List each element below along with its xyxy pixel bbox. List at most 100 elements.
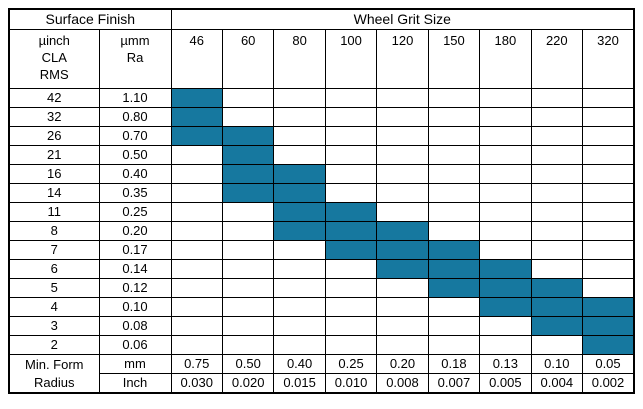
grit-cell-320-6 <box>582 259 635 279</box>
grit-cell-46-7 <box>170 240 223 260</box>
grit-cell-80-16 <box>273 164 326 184</box>
mm-value-150: 0.18 <box>427 354 481 374</box>
grit-cell-60-21 <box>221 145 275 165</box>
umm-value: 1.10 <box>98 88 172 108</box>
finish-row-2: 2 0.06 <box>8 335 635 355</box>
grit-cell-220-7 <box>530 240 584 260</box>
grit-cell-46-11 <box>170 202 223 222</box>
grit-cell-320-11 <box>582 202 635 222</box>
grit-cell-120-16 <box>376 164 429 184</box>
grit-cell-150-4 <box>427 297 481 317</box>
finish-row-16: 16 0.40 <box>8 164 635 184</box>
min-form-radius-label: Min. Form Radius <box>8 354 100 394</box>
grit-cell-180-16 <box>479 164 532 184</box>
grit-header-46: 46 <box>170 29 223 89</box>
grit-cell-100-21 <box>324 145 378 165</box>
inch-value-320: 0.002 <box>582 373 635 394</box>
grit-cell-180-5 <box>479 278 532 298</box>
grit-cell-220-8 <box>530 221 584 241</box>
umm-value: 0.50 <box>98 145 172 165</box>
uinch-value: 4 <box>8 297 100 317</box>
finish-row-14: 14 0.35 <box>8 183 635 203</box>
grit-cell-150-3 <box>427 316 481 336</box>
grit-cell-150-6 <box>427 259 481 279</box>
grit-cell-150-5 <box>427 278 481 298</box>
umm-value: 0.80 <box>98 107 172 127</box>
grit-cell-180-6 <box>479 259 532 279</box>
mm-unit-label: mm <box>98 354 172 374</box>
grit-cell-320-8 <box>582 221 635 241</box>
grit-cell-180-42 <box>479 88 532 108</box>
grit-cell-150-14 <box>427 183 481 203</box>
grit-header-320: 320 <box>582 29 635 89</box>
grit-cell-100-8 <box>324 221 378 241</box>
grit-cell-120-8 <box>376 221 429 241</box>
inch-value-60: 0.020 <box>221 373 275 394</box>
mm-value-120: 0.20 <box>376 354 429 374</box>
grit-cell-60-6 <box>221 259 275 279</box>
mm-value-46: 0.75 <box>170 354 223 374</box>
grit-header-180: 180 <box>479 29 532 89</box>
grit-cell-80-2 <box>273 335 326 355</box>
grit-cell-60-32 <box>221 107 275 127</box>
grit-cell-60-16 <box>221 164 275 184</box>
grit-cell-60-3 <box>221 316 275 336</box>
grit-cell-80-42 <box>273 88 326 108</box>
grit-cell-150-8 <box>427 221 481 241</box>
inch-value-46: 0.030 <box>170 373 223 394</box>
grit-cell-220-21 <box>530 145 584 165</box>
grit-cell-46-6 <box>170 259 223 279</box>
finish-row-21: 21 0.50 <box>8 145 635 165</box>
grit-cell-80-6 <box>273 259 326 279</box>
header-row-units: µinch CLA RMS µmm Ra 46 60 80 100 120 150 180 220 320 <box>8 29 635 89</box>
grit-cell-46-2 <box>170 335 223 355</box>
grit-cell-46-32 <box>170 107 223 127</box>
wheel-grit-size-header: Wheel Grit Size <box>170 8 635 30</box>
finish-row-26: 26 0.70 <box>8 126 635 146</box>
grit-cell-100-26 <box>324 126 378 146</box>
umm-value: 0.35 <box>98 183 172 203</box>
grit-cell-46-21 <box>170 145 223 165</box>
uinch-value: 5 <box>8 278 100 298</box>
grit-cell-46-42 <box>170 88 223 108</box>
finish-row-32: 32 0.80 <box>8 107 635 127</box>
grit-cell-80-3 <box>273 316 326 336</box>
inch-value-180: 0.005 <box>479 373 532 394</box>
grit-cell-180-4 <box>479 297 532 317</box>
uinch-value: 8 <box>8 221 100 241</box>
grit-cell-100-5 <box>324 278 378 298</box>
umm-value: 0.14 <box>98 259 172 279</box>
grit-cell-320-21 <box>582 145 635 165</box>
grit-cell-80-4 <box>273 297 326 317</box>
finish-row-5: 5 0.12 <box>8 278 635 298</box>
finish-row-6: 6 0.14 <box>8 259 635 279</box>
umm-value: 0.12 <box>98 278 172 298</box>
grit-cell-180-7 <box>479 240 532 260</box>
uinch-value: 14 <box>8 183 100 203</box>
grit-cell-60-26 <box>221 126 275 146</box>
grit-header-80: 80 <box>273 29 326 89</box>
grit-cell-180-3 <box>479 316 532 336</box>
grit-cell-60-5 <box>221 278 275 298</box>
grit-cell-150-16 <box>427 164 481 184</box>
uinch-value: 2 <box>8 335 100 355</box>
umm-value: 0.40 <box>98 164 172 184</box>
grit-cell-150-21 <box>427 145 481 165</box>
grit-cell-220-6 <box>530 259 584 279</box>
grit-cell-180-8 <box>479 221 532 241</box>
inch-value-120: 0.008 <box>376 373 429 394</box>
grit-cell-320-4 <box>582 297 635 317</box>
grit-cell-150-42 <box>427 88 481 108</box>
grit-cell-46-26 <box>170 126 223 146</box>
grit-cell-180-26 <box>479 126 532 146</box>
uinch-value: 16 <box>8 164 100 184</box>
grit-cell-320-16 <box>582 164 635 184</box>
inch-value-80: 0.015 <box>273 373 326 394</box>
grit-cell-120-32 <box>376 107 429 127</box>
grit-cell-100-7 <box>324 240 378 260</box>
uinch-value: 6 <box>8 259 100 279</box>
mm-value-60: 0.50 <box>221 354 275 374</box>
grit-cell-100-6 <box>324 259 378 279</box>
grit-cell-120-6 <box>376 259 429 279</box>
grit-cell-100-2 <box>324 335 378 355</box>
